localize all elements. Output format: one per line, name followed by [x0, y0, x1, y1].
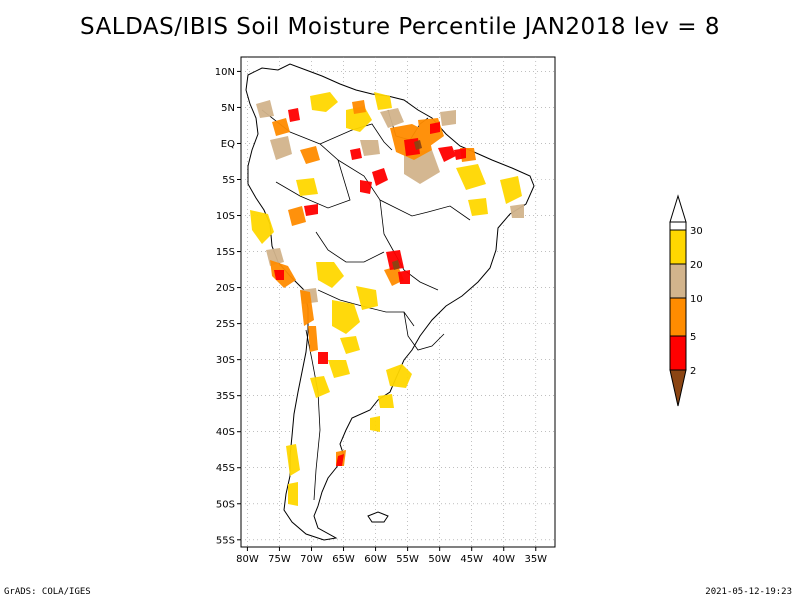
x-tick-label: 60W — [364, 554, 387, 565]
map-title: SALDAS/IBIS Soil Moisture Percentile JAN… — [80, 14, 720, 40]
colorbar-label-30: 30 — [690, 226, 703, 237]
x-tick-label: 80W — [236, 554, 259, 565]
x-tick-label: 45W — [460, 554, 483, 565]
percentile-shading — [250, 92, 524, 506]
colorbar-segment-20-30 — [669, 229, 687, 265]
y-tick-label: 10S — [216, 211, 235, 222]
country-borders — [261, 109, 471, 501]
y-tick-label: 20S — [216, 283, 235, 294]
colorbar-top-arrow — [669, 194, 687, 223]
colorbar: 30 20 10 5 2 — [669, 194, 703, 407]
colorbar-segment-2-5 — [669, 335, 687, 371]
y-tick-label: 15S — [216, 247, 235, 258]
y-tick-label: EQ — [221, 139, 235, 150]
y-tick-label: 45S — [216, 463, 235, 474]
x-axis-ticks: 80W 75W 70W 65W 60W 55W 50W 45W 40W 35W — [236, 547, 547, 565]
y-tick-label: 25S — [216, 319, 235, 330]
y-tick-label: 50S — [216, 499, 235, 510]
x-tick-label: 55W — [396, 554, 419, 565]
colorbar-segment-10-20 — [669, 263, 687, 299]
y-tick-label: 5S — [222, 175, 235, 186]
y-axis-ticks: 10N 5N EQ 5S 10S 15S 20S 25S 30S 35S 40S 45S 50S 55S — [215, 67, 241, 546]
x-tick-label: 35W — [524, 554, 547, 565]
x-tick-label: 70W — [300, 554, 323, 565]
colorbar-label-10: 10 — [690, 294, 703, 305]
y-tick-label: 10N — [215, 67, 235, 78]
x-tick-label: 40W — [492, 554, 515, 565]
colorbar-segment-5-10 — [669, 297, 687, 337]
colorbar-label-20: 20 — [690, 260, 703, 271]
x-tick-label: 50W — [428, 554, 451, 565]
falkland-islands — [367, 511, 389, 523]
y-tick-label: 35S — [216, 391, 235, 402]
colorbar-segment-above-30 — [669, 221, 687, 231]
footer-timestamp: 2021-05-12-19:23 — [705, 587, 792, 597]
footer-credit: GrADS: COLA/IGES — [4, 587, 91, 597]
y-tick-label: 5N — [221, 103, 235, 114]
x-tick-label: 75W — [268, 554, 291, 565]
y-tick-label: 40S — [216, 427, 235, 438]
y-tick-label: 55S — [216, 535, 235, 546]
map-panel: 80W 75W 70W 65W 60W 55W 50W 45W 40W 35W 10N 5N EQ 5S… — [215, 56, 556, 565]
colorbar-label-2: 2 — [690, 366, 696, 377]
x-tick-label: 65W — [332, 554, 355, 565]
colorbar-label-5: 5 — [690, 332, 696, 343]
colorbar-bottom-arrow — [669, 369, 687, 407]
y-tick-label: 30S — [216, 355, 235, 366]
